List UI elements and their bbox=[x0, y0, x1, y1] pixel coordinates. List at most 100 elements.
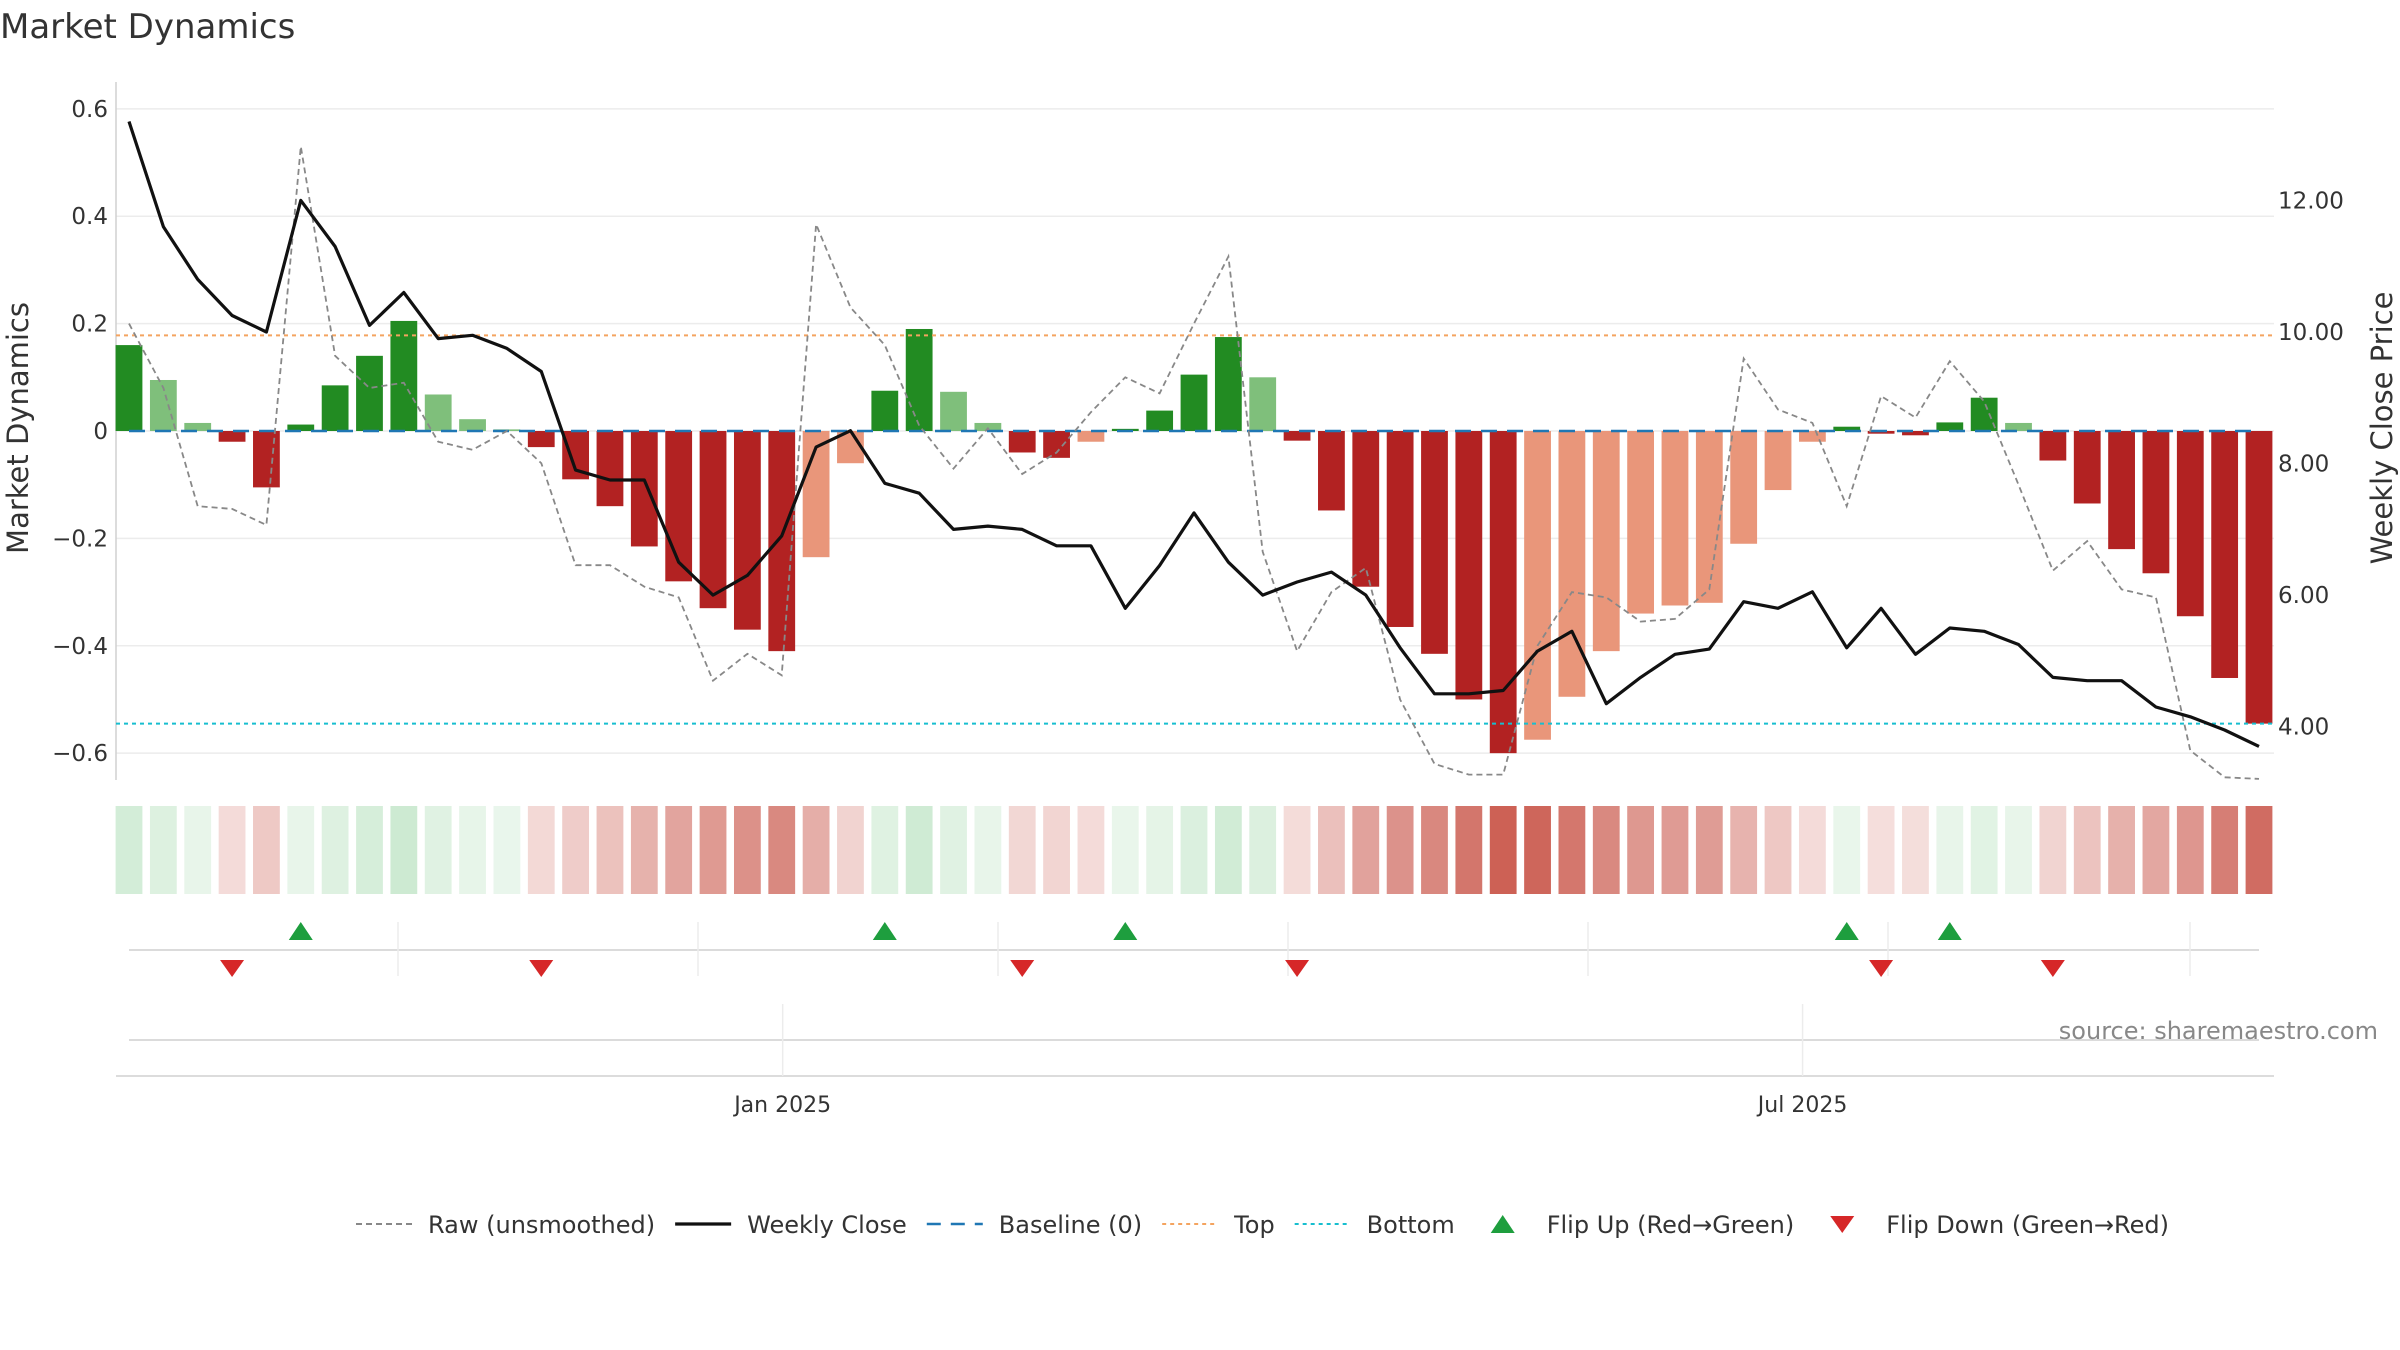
heat-cell bbox=[974, 806, 1002, 894]
heat-cell bbox=[1730, 806, 1758, 894]
heat-cell bbox=[2245, 806, 2273, 894]
legend-label: Weekly Close bbox=[747, 1211, 907, 1239]
dynamics-bar bbox=[596, 431, 624, 507]
dynamics-bar bbox=[665, 431, 693, 582]
dynamics-bar bbox=[1970, 397, 1998, 431]
x-tick-label: Jan 2025 bbox=[732, 1093, 831, 1118]
heat-cell bbox=[940, 806, 967, 894]
heat-cell bbox=[1421, 806, 1448, 894]
heat-cell bbox=[1111, 806, 1139, 894]
dynamics-bar bbox=[1318, 431, 1345, 511]
left-axis-ticks: 0.6 0.4 0.2 0 −0.2 −0.4 −0.6 bbox=[52, 97, 108, 767]
heat-cell bbox=[1867, 806, 1895, 894]
heat-cell bbox=[2073, 806, 2101, 894]
dynamics-bar bbox=[527, 431, 555, 448]
dynamics-bar bbox=[1180, 374, 1208, 431]
legend-swatch-flipup bbox=[1490, 1215, 1515, 1233]
heat-cell bbox=[905, 806, 933, 894]
dynamics-bar bbox=[1730, 431, 1758, 544]
heat-cell bbox=[287, 806, 315, 894]
flip-down-marker bbox=[220, 960, 245, 977]
dynamics-bar bbox=[630, 431, 658, 547]
raw-series-line bbox=[128, 146, 2260, 780]
dynamics-bar bbox=[768, 431, 796, 652]
flip-up-marker bbox=[1834, 922, 1859, 940]
dynamics-bar bbox=[1798, 431, 1826, 442]
heat-cell bbox=[1146, 806, 1174, 894]
heat-cell bbox=[149, 806, 177, 894]
heat-cell bbox=[184, 806, 212, 894]
dynamics-bar bbox=[1592, 431, 1620, 652]
dynamics-bar bbox=[390, 320, 418, 431]
heat-cell bbox=[2176, 806, 2204, 894]
heat-cell bbox=[1077, 806, 1105, 894]
heat-cell bbox=[1043, 806, 1070, 894]
legend-swatch-flipdown bbox=[1830, 1216, 1855, 1233]
heat-cell bbox=[1592, 806, 1620, 894]
legend-label: Flip Down (Green→Red) bbox=[1886, 1211, 2169, 1239]
dynamics-bar bbox=[699, 431, 727, 609]
right-tick-label: 12.00 bbox=[2278, 188, 2344, 214]
dynamics-bar bbox=[1352, 431, 1380, 587]
left-tick-label: 0.4 bbox=[71, 204, 108, 230]
heat-cell bbox=[1695, 806, 1723, 894]
heat-cell bbox=[1833, 806, 1861, 894]
legend-item-top: Top bbox=[1162, 1211, 1275, 1239]
heat-cell bbox=[699, 806, 727, 894]
legend-item-baseline: Baseline (0) bbox=[926, 1211, 1142, 1239]
heat-cell bbox=[1180, 806, 1208, 894]
heat-cell bbox=[1352, 806, 1380, 894]
heat-cell bbox=[1661, 806, 1689, 894]
dynamics-bar bbox=[1283, 431, 1311, 441]
heat-cell bbox=[562, 806, 590, 894]
left-tick-label: 0 bbox=[93, 419, 108, 445]
flip-down-marker bbox=[529, 960, 554, 977]
weekly-close-line bbox=[127, 121, 2260, 748]
heat-cell bbox=[356, 806, 383, 894]
heat-cell bbox=[1455, 806, 1483, 894]
heat-cell bbox=[1970, 806, 1998, 894]
heat-cell bbox=[1798, 806, 1826, 894]
heat-cell bbox=[733, 806, 761, 894]
dynamics-bar bbox=[321, 385, 349, 431]
dynamics-bar bbox=[356, 355, 383, 431]
heat-cell bbox=[665, 806, 693, 894]
dynamics-bar bbox=[115, 345, 143, 431]
dynamics-bar bbox=[1455, 431, 1483, 700]
heat-cell bbox=[2005, 806, 2032, 894]
series-lines bbox=[116, 121, 2274, 780]
left-tick-label: 0.2 bbox=[71, 312, 108, 338]
heat-cell bbox=[1283, 806, 1311, 894]
dynamics-bar bbox=[1214, 337, 1242, 431]
legend-item-flipup: Flip Up (Red→Green) bbox=[1490, 1211, 1794, 1239]
heat-cell bbox=[321, 806, 349, 894]
heat-cell bbox=[837, 806, 864, 894]
left-tick-label: −0.2 bbox=[52, 526, 108, 552]
legend-label: Baseline (0) bbox=[999, 1211, 1142, 1239]
dynamics-bars bbox=[115, 320, 2273, 754]
heat-cell bbox=[1008, 806, 1036, 894]
dynamics-bar bbox=[733, 431, 761, 630]
dynamics-bar bbox=[184, 422, 212, 431]
x-tick-label: Jul 2025 bbox=[1756, 1093, 1848, 1118]
flip-markers bbox=[129, 922, 2259, 977]
heat-cell bbox=[871, 806, 899, 894]
legend-label: Raw (unsmoothed) bbox=[428, 1211, 655, 1239]
heat-cell bbox=[1558, 806, 1586, 894]
legend-item-raw: Raw (unsmoothed) bbox=[356, 1211, 655, 1239]
dynamics-bar bbox=[871, 390, 899, 431]
heat-cell bbox=[1627, 806, 1655, 894]
heat-cell bbox=[2211, 806, 2239, 894]
heat-cell bbox=[1524, 806, 1551, 894]
heat-cell bbox=[218, 806, 246, 894]
dynamics-bar bbox=[1627, 431, 1655, 614]
dynamics-bar bbox=[1558, 431, 1586, 697]
dynamics-bar bbox=[1661, 431, 1689, 606]
dynamics-bar bbox=[2108, 431, 2135, 550]
heat-cell bbox=[1764, 806, 1792, 894]
heat-cell bbox=[527, 806, 555, 894]
heat-cell bbox=[1318, 806, 1345, 894]
flip-down-marker bbox=[1010, 960, 1035, 977]
heat-cell bbox=[2039, 806, 2067, 894]
